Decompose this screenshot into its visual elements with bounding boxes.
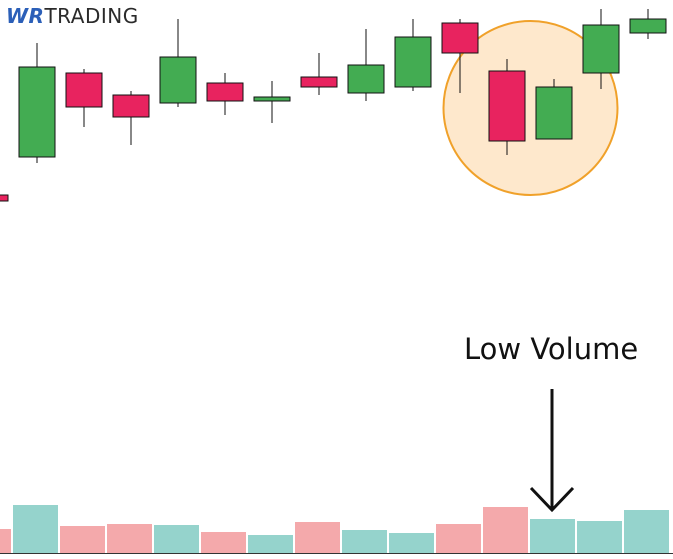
logo-trading: TRADING [44,4,139,28]
volume-bar [60,526,105,553]
candle [0,194,9,202]
volume-bar [295,522,340,553]
candle [394,19,432,91]
candle-body [300,76,338,88]
candle [629,9,667,39]
volume-bar [530,519,575,553]
candle-body [394,36,432,88]
candle [65,69,103,127]
candle-body [629,18,667,34]
candle-body [0,194,9,202]
candle-body [206,82,244,102]
highlight-circle [442,20,619,196]
candle [582,9,620,89]
volume-bar [436,524,481,553]
volume-bar [0,529,11,553]
candle-body [112,94,150,118]
volume-bar [248,535,293,553]
candle-body [488,70,526,142]
candle [206,73,244,115]
candle [441,19,479,93]
wr-trading-logo: WRTRADING [6,4,139,28]
volume-bar [154,525,199,553]
candle [159,19,197,107]
candle [488,59,526,155]
volume-bar [577,521,622,553]
candle-body [159,56,197,104]
candle [112,91,150,145]
candle-body [441,22,479,54]
candle-body [582,24,620,74]
logo-wr: WR [6,4,45,28]
volume-bar [483,507,528,553]
candle-body [535,86,573,140]
volume-bar [107,524,152,553]
candle [300,53,338,95]
candle-body [347,64,385,94]
candle-body [18,66,56,158]
candle [18,43,56,163]
low-volume-label: Low Volume [464,332,639,366]
candle [347,29,385,101]
volume-bar [389,533,434,553]
volume-bar [13,505,58,553]
volume-bar [624,510,669,553]
candle-body [65,72,103,108]
down-arrow-icon [529,389,575,513]
volume-bar [342,530,387,553]
volume-bar [201,532,246,553]
candle [535,79,573,140]
candle-body [253,96,291,102]
candle [253,81,291,123]
